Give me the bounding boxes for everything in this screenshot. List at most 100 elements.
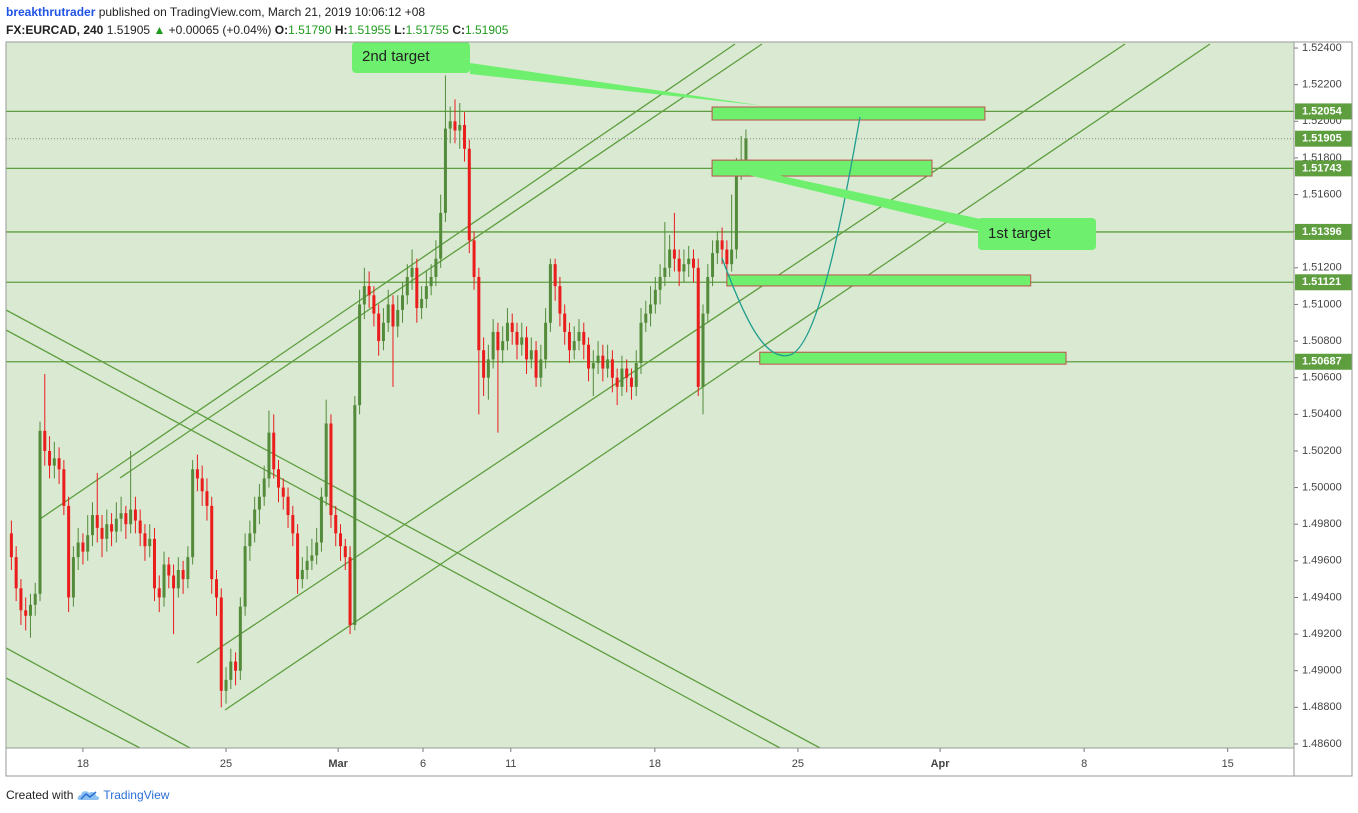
y-tick-label: 1.52200	[1302, 79, 1342, 91]
candle-body	[453, 121, 457, 131]
candle-body	[243, 546, 247, 607]
candle-body	[587, 344, 591, 369]
candle-body	[33, 593, 37, 605]
candle-body	[620, 368, 624, 387]
price-badge-label: 1.52054	[1302, 105, 1343, 117]
candle-body	[195, 469, 199, 479]
published: published on TradingView.com, March 21, …	[95, 5, 426, 19]
candle-body	[214, 579, 218, 598]
candle-body	[348, 557, 352, 625]
candle-body	[86, 535, 90, 552]
candle-body	[181, 569, 185, 580]
candle-body	[186, 557, 190, 580]
author[interactable]: breakthrutrader	[6, 5, 96, 19]
candle-body	[725, 249, 729, 265]
candle-body	[615, 377, 619, 387]
candle-body	[296, 533, 300, 580]
candle-body	[52, 458, 56, 466]
candle-body	[629, 377, 633, 387]
candle-body	[439, 212, 443, 259]
callout-pointer	[736, 166, 985, 232]
candle-body	[548, 264, 552, 323]
x-tick-label: 25	[792, 758, 804, 770]
h-value: 1.51955	[347, 23, 391, 37]
candle-body	[520, 337, 524, 345]
brand[interactable]: TradingView	[103, 788, 170, 802]
candle-body	[730, 249, 734, 265]
l-label: L:	[394, 23, 406, 37]
trend-line	[39, 43, 736, 520]
candle-body	[19, 588, 23, 611]
y-tick-label: 1.50000	[1302, 481, 1342, 493]
candle-body	[525, 337, 529, 360]
candle-body	[424, 286, 428, 299]
price-badge	[1295, 130, 1352, 147]
candle-body	[658, 276, 662, 290]
candle-body	[38, 430, 42, 594]
price-badge	[1295, 223, 1352, 240]
candle-body	[472, 240, 476, 277]
candle-body	[567, 331, 571, 351]
candle-body	[358, 304, 362, 406]
created-with: Created with	[6, 788, 74, 802]
candle-body	[324, 423, 328, 497]
candle-body	[501, 341, 505, 351]
price-badge-label: 1.51743	[1302, 162, 1342, 174]
candle-body	[381, 322, 385, 342]
candle-body	[24, 610, 28, 616]
candle-body	[229, 661, 233, 680]
candle-body	[544, 322, 548, 360]
candle-body	[463, 124, 467, 149]
candle-body	[467, 148, 471, 241]
symbol: FX:EURCAD, 240	[6, 23, 104, 37]
candle-body	[67, 505, 71, 598]
candle-body	[129, 509, 133, 525]
candle-body	[486, 359, 490, 378]
x-tick-label: 18	[77, 758, 89, 770]
candle-body	[281, 487, 285, 497]
candle-body	[124, 513, 128, 525]
candle-body	[696, 267, 700, 387]
candle-body	[362, 286, 366, 305]
candle-body	[596, 355, 600, 364]
trend-line	[6, 647, 191, 748]
candle-body	[606, 359, 610, 369]
candle-body	[114, 518, 118, 532]
y-tick-label: 1.51200	[1302, 262, 1342, 274]
candle-body	[711, 253, 715, 277]
candle-body	[734, 167, 738, 250]
candle-body	[148, 538, 152, 547]
candle-body	[601, 355, 605, 369]
o-value: 1.51790	[288, 23, 332, 37]
candle-body	[219, 597, 223, 691]
candle-body	[677, 258, 681, 272]
candle-body	[639, 322, 643, 364]
candle-body	[14, 557, 18, 589]
l-value: 1.51755	[405, 23, 449, 37]
candle-body	[300, 569, 304, 580]
candle-body	[76, 542, 80, 558]
y-tick-label: 1.48600	[1302, 738, 1342, 750]
c-label: C:	[452, 23, 465, 37]
candle-body	[90, 515, 94, 536]
candle-body	[71, 557, 75, 598]
candle-body	[95, 515, 99, 528]
x-tick-label: 8	[1081, 758, 1087, 770]
callout-text: 1st target	[988, 225, 1051, 242]
candle-body	[81, 542, 85, 552]
candle-body	[477, 276, 481, 351]
x-tick-label: Mar	[328, 758, 348, 770]
candle-body	[248, 533, 252, 547]
price-badge	[1295, 274, 1352, 291]
candle-body	[157, 588, 161, 598]
x-tick-label: 6	[420, 758, 426, 770]
price-badge-label: 1.50687	[1302, 356, 1342, 368]
y-tick-label: 1.49800	[1302, 518, 1342, 530]
y-tick-label: 1.49600	[1302, 555, 1342, 567]
candle-body	[668, 249, 672, 268]
trend-line	[6, 329, 781, 748]
candle-body	[310, 555, 314, 561]
candle-body	[434, 258, 438, 277]
candle-body	[138, 520, 142, 534]
